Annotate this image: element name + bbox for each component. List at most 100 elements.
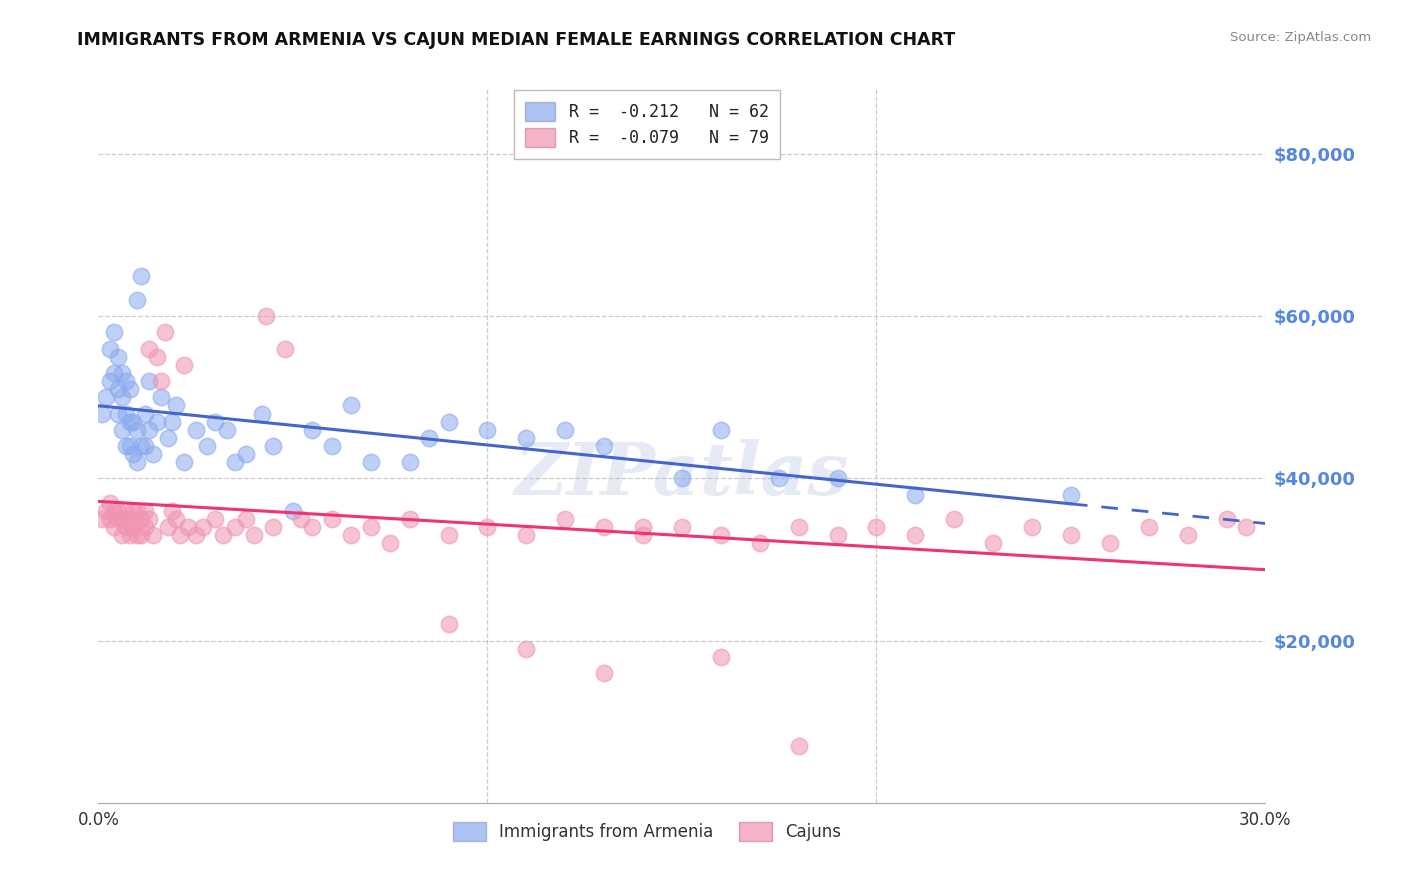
Point (321, 439, 343, 453)
Point (360, 455, 382, 469)
Point (134, 439, 156, 453)
Point (301, 520, 323, 534)
Point (118, 512, 141, 526)
Point (593, 439, 616, 453)
Point (103, 366, 125, 380)
Point (1215, 512, 1237, 526)
Point (593, 666, 616, 681)
Point (250, 407, 273, 421)
Point (418, 431, 440, 445)
Point (134, 504, 156, 518)
Point (301, 423, 323, 437)
Point (107, 350, 129, 364)
Point (114, 439, 136, 453)
Point (103, 520, 125, 534)
Point (212, 528, 235, 542)
Point (554, 423, 576, 437)
Point (91, 512, 114, 526)
Point (138, 423, 160, 437)
Point (162, 504, 184, 518)
Point (1177, 528, 1199, 542)
Point (96, 504, 118, 518)
Point (787, 520, 810, 534)
Point (98, 512, 121, 526)
Point (103, 326, 125, 340)
Point (437, 617, 460, 632)
Point (224, 455, 246, 469)
Point (138, 342, 160, 356)
Point (748, 536, 770, 550)
Point (215, 423, 238, 437)
Point (127, 423, 149, 437)
Point (149, 374, 172, 388)
Point (235, 512, 257, 526)
Point (340, 528, 363, 542)
Point (118, 439, 141, 453)
Point (122, 504, 145, 518)
Point (153, 326, 176, 340)
Point (96, 390, 118, 404)
Point (129, 268, 152, 283)
Point (904, 488, 927, 502)
Point (127, 504, 149, 518)
Point (107, 512, 129, 526)
Legend: Immigrants from Armenia, Cajuns: Immigrants from Armenia, Cajuns (446, 815, 848, 848)
Point (710, 649, 733, 664)
Point (165, 399, 187, 413)
Point (91, 407, 114, 421)
Point (710, 423, 733, 437)
Point (437, 415, 460, 429)
Point (1137, 520, 1160, 534)
Point (554, 512, 576, 526)
Point (243, 528, 266, 542)
Point (1060, 528, 1083, 542)
Point (193, 520, 215, 534)
Point (184, 423, 207, 437)
Point (477, 423, 499, 437)
Point (114, 407, 136, 421)
Point (515, 528, 537, 542)
Point (122, 520, 145, 534)
Point (107, 382, 129, 396)
Point (631, 528, 654, 542)
Point (943, 512, 966, 526)
Point (262, 439, 284, 453)
Point (515, 431, 537, 445)
Point (118, 382, 141, 396)
Point (224, 520, 246, 534)
Point (134, 407, 156, 421)
Text: IMMIGRANTS FROM ARMENIA VS CAJUN MEDIAN FEMALE EARNINGS CORRELATION CHART: IMMIGRANTS FROM ARMENIA VS CAJUN MEDIAN … (77, 31, 956, 49)
Point (1021, 520, 1043, 534)
Point (173, 358, 195, 372)
Point (111, 512, 134, 526)
Point (118, 528, 141, 542)
Point (98, 496, 121, 510)
Point (204, 512, 226, 526)
Point (111, 528, 134, 542)
Point (437, 528, 460, 542)
Point (138, 512, 160, 526)
Point (515, 641, 537, 656)
Point (118, 415, 141, 429)
Text: Source: ZipAtlas.com: Source: ZipAtlas.com (1230, 31, 1371, 45)
Point (768, 471, 790, 485)
Point (111, 423, 134, 437)
Point (129, 528, 152, 542)
Point (290, 512, 312, 526)
Point (138, 374, 160, 388)
Point (173, 455, 195, 469)
Point (122, 415, 145, 429)
Point (671, 471, 693, 485)
Point (127, 293, 149, 307)
Point (398, 455, 420, 469)
Point (827, 528, 849, 542)
Point (129, 439, 152, 453)
Point (142, 528, 165, 542)
Point (204, 415, 226, 429)
Point (262, 520, 284, 534)
Point (146, 350, 169, 364)
Point (129, 512, 152, 526)
Point (1098, 536, 1121, 550)
Point (1060, 488, 1083, 502)
Point (162, 415, 184, 429)
